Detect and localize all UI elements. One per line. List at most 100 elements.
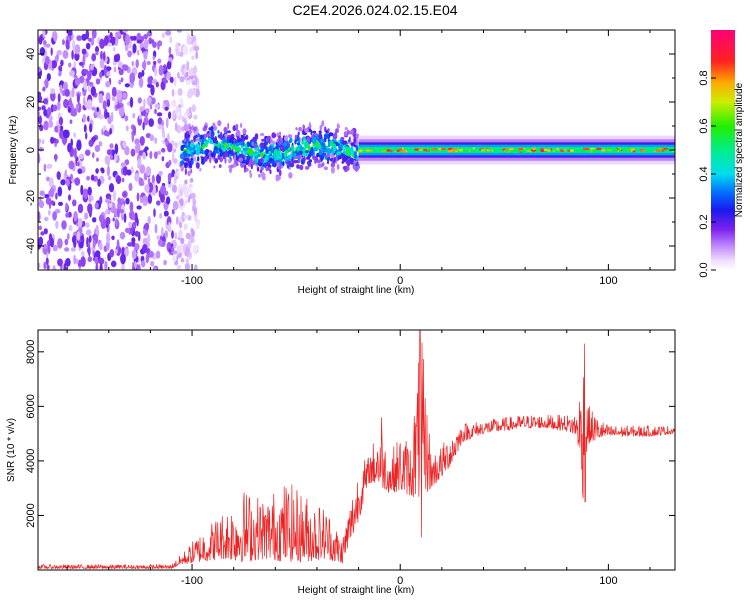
heat-cell [218,148,222,153]
heat-cell [560,147,563,150]
heat-cell [136,217,139,227]
heat-cell [180,257,185,263]
heat-cell [235,124,239,129]
heat-cell [206,154,210,160]
heat-cell [338,155,341,160]
heat-cell [57,93,61,103]
heat-cell [110,111,114,123]
heat-cell [95,224,99,236]
heat-cell [156,235,160,240]
heat-cell [355,144,359,151]
heat-cell [154,108,157,114]
heat-cell [87,115,90,122]
heat-cell [188,239,192,250]
heat-cell [197,156,200,162]
heat-cell [44,194,50,199]
heat-cell [144,184,150,193]
heat-cell [217,130,220,134]
heat-cell [39,124,44,132]
heat-cell [42,30,46,38]
heat-cell [57,124,61,134]
heat-cell [307,161,312,167]
heat-cell [165,30,172,36]
heat-cell [251,150,255,154]
heat-cell [81,33,87,41]
heat-cell [505,149,508,153]
heat-cell [308,121,311,129]
y-tick-label: 2000 [25,503,37,527]
heat-cell [294,138,297,145]
heat-cell [491,149,494,152]
heat-cell [118,105,125,117]
heat-cell [305,150,309,154]
heat-cell [116,175,122,185]
colorbar-tick-label: 0.6 [698,118,710,133]
heat-cell [153,151,158,159]
heat-cell [111,86,117,98]
heat-cell [340,139,343,144]
heat-cell [64,169,68,178]
heat-cell [163,210,169,217]
heat-cell [171,151,175,163]
heat-cell [84,149,91,156]
heat-cell [131,131,135,143]
heat-cell [210,130,215,138]
heat-cell [201,161,205,165]
heat-cell [176,170,180,177]
heat-cell [227,150,230,157]
heat-cell [38,225,43,231]
heat-cell [67,194,72,201]
heat-cell [625,148,630,151]
heat-cell [122,92,127,99]
heat-cell [547,149,551,152]
heat-cell [222,146,227,152]
heat-cell [138,77,144,88]
heat-cell [100,50,103,61]
heat-cell [98,214,105,223]
heat-cell [165,196,171,205]
heat-cell [274,145,280,150]
heat-cell [38,66,41,73]
heat-cell [123,213,127,223]
heat-cell [94,202,99,210]
heat-cell [220,140,223,147]
heat-cell [63,98,69,109]
heat-cell [120,77,124,82]
heat-cell [193,126,197,132]
heat-cell [268,138,271,144]
heat-cell [145,112,148,119]
heat-cell [90,174,95,181]
heat-cell [312,155,317,160]
snr-series-line [38,330,675,570]
heat-cell [226,143,232,146]
heat-cell [284,135,288,142]
heat-cell [131,249,137,260]
heat-cell [107,175,112,181]
heat-cell [163,64,167,72]
heat-cell [87,203,93,214]
heat-cell [172,200,179,211]
heat-cell [386,149,392,152]
heat-cell [153,208,156,218]
heat-cell [106,240,110,251]
heat-cell [231,144,235,151]
heat-cell [303,141,308,148]
heat-cell [109,143,114,149]
heat-cell [191,55,195,61]
heat-cell [83,69,89,74]
heat-cell [106,71,111,77]
heat-cell [77,217,83,228]
heat-cell [147,76,152,85]
heat-cell [129,201,134,212]
heat-cell [167,172,172,182]
heat-cell [38,111,41,118]
heat-cell [295,127,298,131]
heat-cell [185,257,189,265]
heat-cell [73,211,78,222]
heat-cell [183,137,186,143]
heat-cell [93,175,98,182]
heat-cell [154,104,160,109]
heat-cell [119,231,126,240]
heat-cell [262,173,266,178]
heat-cell [105,112,110,118]
